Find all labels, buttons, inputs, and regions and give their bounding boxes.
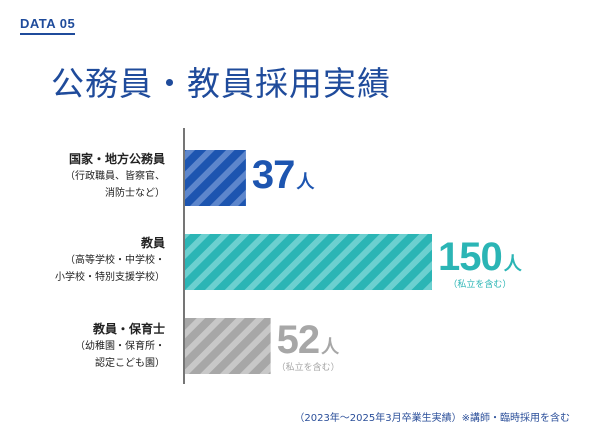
value-unit: 人 bbox=[321, 337, 340, 358]
category-sub-label: （幼稚園・保育所・ bbox=[75, 341, 165, 352]
footnote: （2023年〜2025年3月卒業生実績）※講師・臨時採用を含む bbox=[294, 413, 570, 424]
category-sub-label: 小学校・特別支援学校） bbox=[55, 272, 165, 283]
bar-2 bbox=[185, 318, 271, 374]
category-sub-label: 消防士など） bbox=[105, 188, 165, 199]
category-main-label: 国家・地方公務員 bbox=[68, 152, 165, 166]
value-note: （私立を含む） bbox=[276, 363, 340, 373]
category-label-1: 教員 （高等学校・中学校・ 小学校・特別支援学校） bbox=[0, 234, 165, 286]
category-main-label: 教員 bbox=[140, 236, 165, 250]
value-unit: 人 bbox=[503, 254, 522, 275]
category-sub-label: （高等学校・中学校・ bbox=[65, 255, 165, 266]
category-label-0: 国家・地方公務員 （行政職員、皆察官、 消防士など） bbox=[0, 150, 165, 202]
category-main-label: 教員・保育士 bbox=[92, 322, 165, 336]
category-sub-label: 認定こども園） bbox=[95, 358, 165, 369]
value-label-2: 52 人 （私立を含む） bbox=[277, 320, 340, 374]
value-number: 150 bbox=[438, 235, 503, 279]
value-number: 52 bbox=[276, 318, 320, 362]
bar-1 bbox=[185, 234, 432, 290]
value-note: （私立を含む） bbox=[448, 280, 512, 290]
chart-title: 公務員・教員採用実績 bbox=[51, 64, 391, 103]
value-label-0: 37 人 bbox=[252, 155, 315, 195]
value-label-1: 150 人 （私立を含む） bbox=[438, 237, 522, 291]
value-number: 37 bbox=[251, 153, 295, 197]
value-unit: 人 bbox=[296, 172, 315, 193]
bar-0 bbox=[185, 150, 246, 206]
category-sub-label: （行政職員、皆察官、 bbox=[65, 171, 165, 182]
data-tag: DATA 05 bbox=[20, 16, 76, 35]
category-label-2: 教員・保育士 （幼稚園・保育所・ 認定こども園） bbox=[0, 320, 165, 372]
